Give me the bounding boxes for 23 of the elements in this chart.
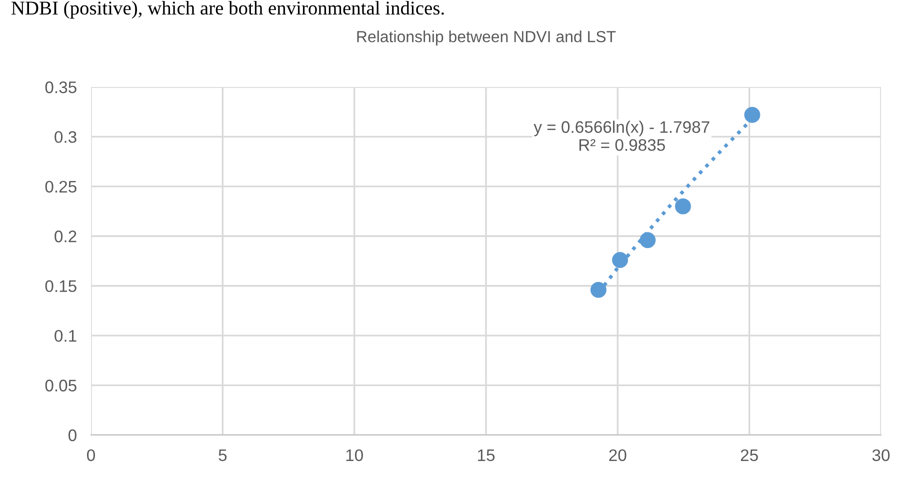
- y-tick-label: 0.2: [54, 230, 76, 242]
- point: [640, 232, 656, 248]
- x-tick-label: 5: [218, 450, 227, 462]
- x-tick-label: 20: [609, 449, 626, 462]
- point: [674, 198, 691, 214]
- y-tick-label: 0.35: [45, 81, 76, 94]
- y-tick-label: 0: [68, 429, 76, 442]
- x-tick-label: 25: [740, 449, 758, 462]
- y-tick-label: 0.25: [45, 180, 76, 193]
- chart-title: Relationship between NDVI and LST: [357, 30, 616, 46]
- x-tick-label: 30: [872, 449, 890, 462]
- point: [744, 106, 760, 123]
- y-tick-label: 0.15: [45, 280, 76, 292]
- x-tick-label: 10: [346, 449, 363, 462]
- point: [590, 282, 606, 298]
- x-tick-label: 15: [478, 450, 495, 462]
- point: [612, 252, 628, 268]
- y-tick-label: 0.1: [54, 330, 76, 342]
- annotation: y = 0.6566ln(x) - 1.7987 R² = 0.9835: [534, 120, 710, 151]
- x-tick-label: 0: [87, 449, 95, 462]
- text: NDBI (positive), which are both environmental indices.: [12, 0, 444, 19]
- y-tick-label: 0.3: [54, 131, 76, 143]
- y-tick-label: 0.05: [45, 380, 76, 392]
